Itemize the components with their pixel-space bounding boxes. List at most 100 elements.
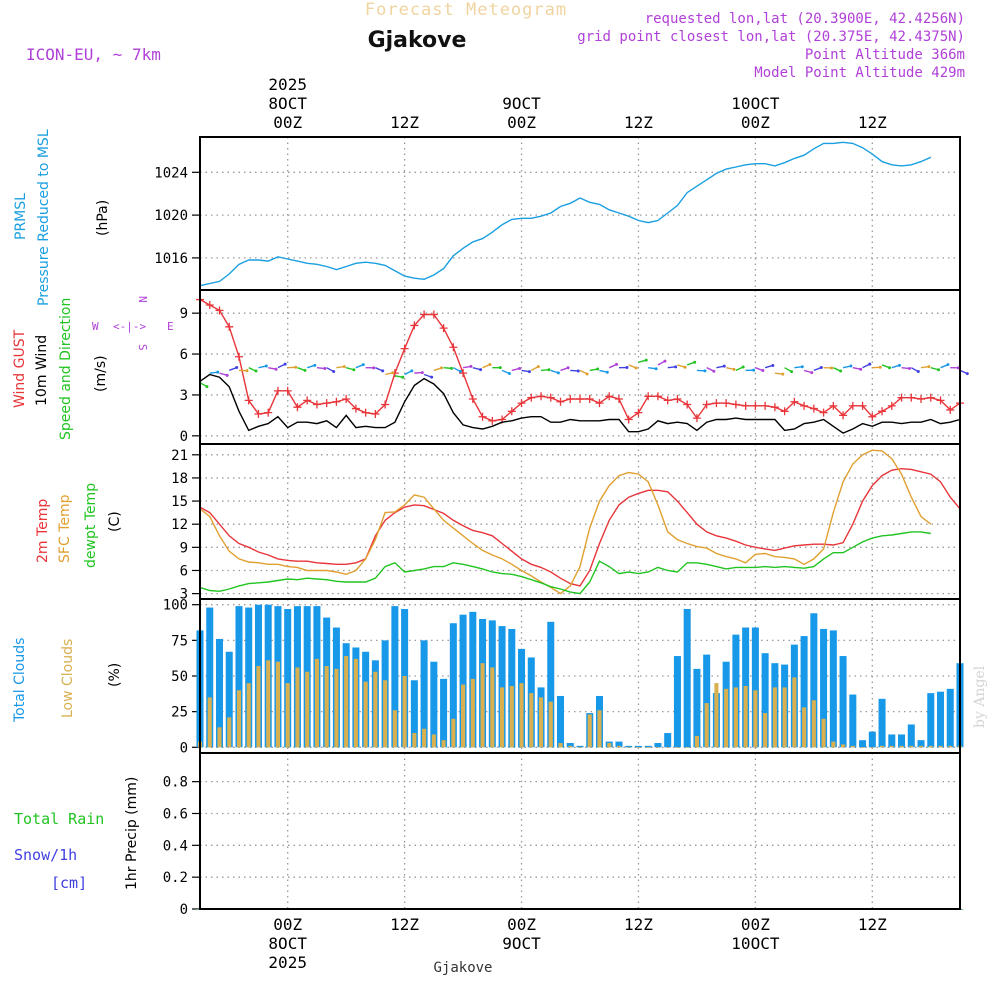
wind-series-2-arrowhead [878, 365, 882, 369]
clouds-series-1-bar [353, 658, 358, 748]
clouds-series-1-bar [841, 744, 846, 748]
clouds-series-1-bar [909, 745, 914, 748]
clouds-ytick-label: 75 [171, 633, 188, 649]
clouds-series-0-bar [800, 636, 808, 748]
wind-ytick-label: 6 [180, 347, 188, 363]
clouds-series-0-bar [235, 606, 243, 748]
clouds-series-0-bar [927, 693, 935, 748]
clouds-series-1-bar [402, 676, 407, 748]
wind-series-0-marker [809, 404, 818, 413]
wind-series-0-marker [614, 395, 623, 404]
pressure-frame [199, 136, 961, 291]
precip-ytick-label: 0.8 [163, 775, 188, 791]
clouds-series-0-bar [849, 694, 857, 748]
clouds-series-0-bar [820, 628, 828, 748]
wind-series-0-marker [653, 392, 662, 401]
wind-series-2-arrowhead [859, 367, 863, 371]
clouds-series-1-bar [412, 733, 417, 748]
wind-series-2-arrowhead [868, 362, 872, 366]
top-tick-label: 12Z [624, 113, 653, 132]
wind-series-0-marker [322, 399, 331, 408]
wind-series-2-arrowhead [712, 369, 716, 373]
wind-series-2-arrowhead [585, 372, 589, 376]
bottom-tick-label: 00Z [741, 915, 770, 934]
temperature-ytick-label: 9 [180, 540, 188, 556]
clouds-series-1-bar [480, 663, 485, 748]
wind-series-2-arrowhead [634, 366, 638, 370]
wind-series-2-arrowhead [536, 365, 540, 369]
wind-series-0-marker [624, 415, 633, 424]
clouds-series-0-bar [625, 745, 633, 748]
clouds-series-1-bar [246, 683, 251, 748]
info-grid-point: grid point closest lon,lat (20.375E, 42.… [577, 29, 965, 45]
top-tick-label: 00Z [273, 113, 302, 132]
chart-title: Forecast Meteogram [365, 0, 567, 20]
wind-series-0-marker [303, 396, 312, 405]
temp-dewpt-label: dewpt Temp [83, 483, 99, 568]
temperature-ytick-label: 3 [180, 587, 188, 603]
pressure-unit: (hPa) [95, 200, 111, 236]
wind-series-2-arrowhead [654, 367, 658, 371]
wind-series-2-arrowhead [625, 366, 629, 370]
wind-series-0-marker [566, 395, 575, 404]
wind-series-2-arrowhead [576, 369, 580, 373]
wind-series-2-arrowhead [458, 369, 462, 373]
clouds-series-0-bar [284, 608, 292, 748]
bottom-tick-label: 12Z [624, 915, 653, 934]
top-tick-label: 00Z [741, 113, 770, 132]
clouds-series-0-bar [654, 743, 662, 748]
footer-location: Gjakove [433, 960, 492, 976]
top-tick-label: 9OCT [502, 94, 541, 113]
wind-series-2-arrowhead [381, 369, 385, 373]
top-tick-label: 8OCT [268, 94, 307, 113]
bottom-tick-label: 10OCT [731, 934, 780, 953]
wind-series-0-marker [293, 403, 302, 412]
wind-series-2-arrowhead [518, 366, 522, 370]
clouds-series-0-bar [498, 626, 506, 748]
wind-series-2-arrowhead [771, 363, 775, 367]
clouds-series-1-bar [363, 681, 368, 748]
wind-series-2-arrowhead [936, 368, 940, 372]
temperature-series-2-line [199, 531, 931, 595]
wind-series-0-marker [283, 386, 292, 395]
clouds-series-1-bar [383, 680, 388, 748]
compass-rose: N W <-|-> E S [92, 296, 174, 351]
top-tick-label: 10OCT [731, 94, 780, 113]
wind-series-2-arrowhead [547, 368, 551, 372]
temp-2m-label: 2m Temp [35, 499, 51, 563]
clouds-series-0-bar [449, 623, 457, 748]
wind-series-0-marker [449, 343, 458, 352]
bottom-tick-label: 12Z [390, 915, 419, 934]
snow-label: Snow/1h [14, 846, 77, 864]
clouds-series-1-bar [753, 690, 758, 748]
clouds-series-1-bar [266, 660, 271, 748]
clouds-series-1-bar [918, 745, 924, 748]
clouds-series-1-bar [928, 745, 933, 748]
clouds-series-1-bar [704, 703, 709, 748]
wind-series-2-arrowhead [352, 368, 356, 372]
wind-series-0-marker [371, 410, 380, 419]
wind-series-2-arrowhead [946, 363, 950, 367]
wind-series-2-arrowhead [927, 365, 931, 369]
wind-series-2-arrowhead [323, 367, 327, 371]
wind-series-2-arrowhead [332, 370, 336, 374]
clouds-series-0-bar [810, 613, 818, 748]
wind-series-2-arrowhead [283, 362, 287, 366]
clouds-series-1-bar [743, 685, 748, 748]
wind-series-0-marker [264, 408, 273, 417]
wind-series-2-arrowhead [761, 369, 765, 373]
clouds-series-1-bar [772, 687, 777, 748]
clouds-series-1-bar [587, 714, 592, 748]
temp-sfc-label: SFC Temp [57, 494, 73, 563]
wind-series-2-arrowhead [527, 370, 531, 374]
wind-series-0-marker [576, 395, 584, 404]
clouds-series-0-bar [664, 733, 672, 748]
clouds-series-0-bar [430, 661, 438, 748]
clouds-series-0-bar [420, 640, 428, 748]
wind-ytick-label: 3 [180, 388, 188, 404]
bottom-tick-label: 8OCT [268, 934, 307, 953]
temperature-ytick-label: 15 [171, 494, 188, 510]
clouds-series-0-bar [829, 630, 837, 748]
clouds-series-0-bar [440, 678, 448, 748]
